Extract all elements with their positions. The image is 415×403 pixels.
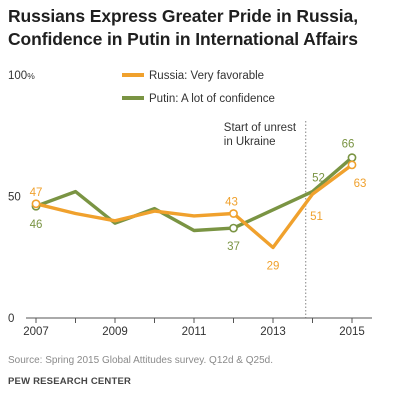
series-layer [31,153,357,250]
data-label-layer: 47 46 43 37 29 52 51 66 63 [30,139,367,273]
russia-legend-label: Russia: Very favorable [149,70,264,82]
putin-data-label: 66 [342,139,355,151]
y-tick-label: 0 [8,313,14,325]
chart-title-line2: Confidence in Putin in International Aff… [8,29,358,49]
y-tick-label: 50 [8,192,21,204]
annotation-text: Start of unrest [224,122,297,134]
putin-legend-label: Putin: A lot of confidence [149,93,275,105]
y-tick-label: 100% [8,70,35,82]
x-tick-label: 2013 [260,326,286,338]
russia-data-label: 51 [310,211,323,223]
x-tick-label: 2011 [182,326,207,338]
org-name: PEW RESEARCH CENTER [8,376,132,387]
russia-data-label: 63 [354,178,367,190]
russia-data-label: 47 [30,187,43,199]
russia-point-marker [31,199,41,209]
russia-data-label: 29 [267,261,280,273]
putin-data-label: 46 [30,219,43,231]
x-tick-label: 2009 [102,326,128,338]
line-chart: 2007 2009 2011 2013 2015 0 50 100% Start of unr… [8,70,372,338]
annotation-layer: Start of unrest in Ukraine [224,121,307,318]
russia-point-marker [229,209,238,218]
chart-title: Russians Express Greater Pride in Russia… [8,5,408,51]
putin-data-label: 37 [227,241,240,253]
chart-title-line1: Russians Express Greater Pride in Russia… [8,6,358,26]
x-tick-label: 2007 [23,326,49,338]
putin-point-marker [347,153,357,163]
russia-data-label: 43 [225,197,238,209]
russia-series-line [34,163,354,250]
russia-point-marker [347,160,357,170]
source-note: Source: Spring 2015 Global Attitudes sur… [8,355,273,366]
axis-layer: 2007 2009 2011 2013 2015 0 50 100% [8,70,372,338]
legend: Russia: Very favorable Putin: A lot of co… [122,70,275,105]
putin-series-line [34,155,354,233]
annotation-text: in Ukraine [224,136,276,148]
putin-data-label: 52 [312,173,325,185]
x-tick-label: 2015 [339,326,365,338]
putin-point-marker [229,223,238,233]
